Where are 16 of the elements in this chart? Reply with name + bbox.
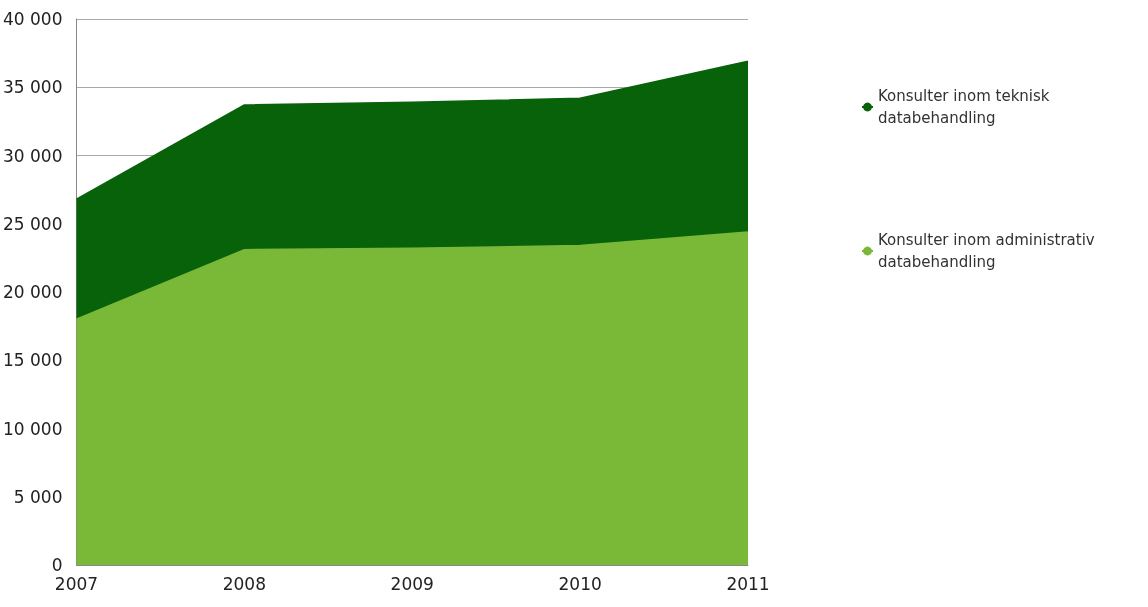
x-tick-label: 2010 — [558, 573, 602, 594]
y-tick-label: 25 000 — [3, 213, 63, 234]
x-tick-label: 2007 — [54, 573, 99, 594]
x-tick-label: 2008 — [222, 573, 266, 594]
y-tick-label: 15 000 — [3, 350, 63, 371]
legend-label: Konsulter inom teknisk databehandling — [878, 87, 1055, 127]
y-tick-label: 35 000 — [3, 77, 63, 98]
y-tick-label: 30 000 — [3, 145, 63, 166]
x-tick-label: 2009 — [390, 573, 434, 594]
y-tick-label: 10 000 — [3, 418, 63, 439]
y-tick-label: 0 — [51, 555, 63, 575]
y-tick-label: 5 000 — [13, 486, 63, 507]
y-tick-label: 40 000 — [3, 9, 63, 29]
y-tick-label: 20 000 — [3, 282, 63, 302]
legend-label: Konsulter inom administrativ databehandling — [878, 231, 1100, 271]
x-tick-label: 2011 — [726, 573, 770, 594]
